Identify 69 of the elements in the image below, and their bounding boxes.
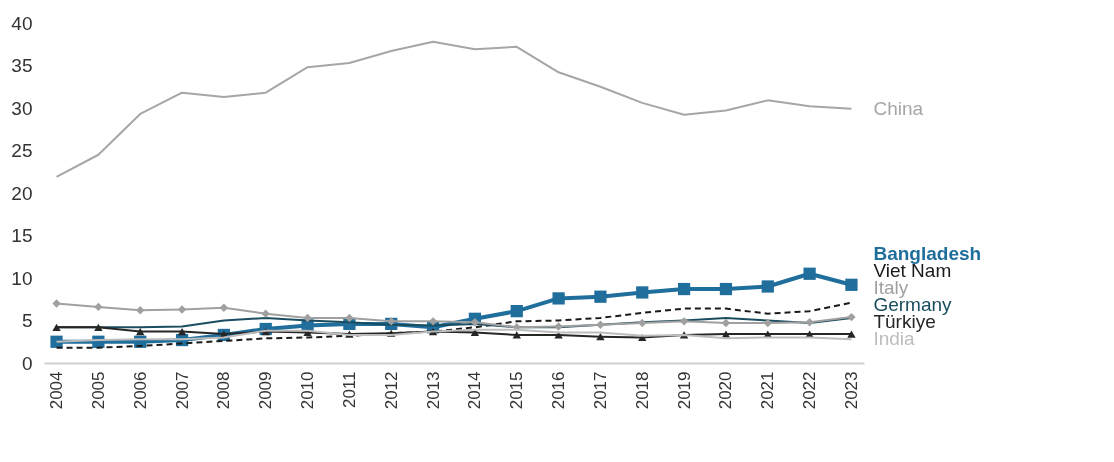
point [94, 302, 103, 312]
point [761, 280, 774, 293]
y-tick-label: 20 [11, 182, 33, 204]
point [387, 317, 396, 326]
x-tick-label: 2010 [298, 371, 318, 410]
point [261, 309, 270, 318]
point [219, 303, 229, 312]
series-label: China [873, 97, 924, 119]
point [177, 305, 187, 314]
y-tick-label: 5 [21, 310, 33, 331]
x-tick-label: 2009 [256, 371, 276, 410]
y-tick-label: 15 [11, 225, 33, 246]
x-tick-label: 2005 [88, 371, 108, 410]
point [763, 318, 772, 328]
x-tick-label: 2013 [423, 371, 443, 410]
point [803, 267, 816, 280]
point [638, 318, 647, 328]
point [636, 286, 649, 299]
point [303, 313, 312, 323]
y-tick-label: 0 [21, 352, 33, 374]
point [470, 318, 480, 327]
point [554, 331, 563, 339]
x-tick-label: 2012 [381, 371, 401, 410]
point [52, 323, 61, 331]
point [594, 290, 607, 303]
point [596, 333, 605, 341]
series-label: Italy [873, 277, 909, 299]
point [345, 313, 354, 323]
point [552, 292, 565, 305]
point [677, 282, 691, 296]
point [847, 330, 856, 338]
point [470, 328, 480, 337]
x-tick-label: 2006 [130, 371, 150, 410]
point [845, 278, 858, 291]
x-tick-label: 2007 [172, 371, 192, 410]
y-tick-label: 10 [11, 267, 33, 289]
point [679, 317, 689, 326]
point [554, 322, 563, 331]
y-tick-label: 25 [11, 140, 33, 161]
point [177, 327, 187, 336]
x-tick-label: 2019 [674, 371, 694, 410]
x-tick-label: 2021 [758, 371, 778, 410]
point [136, 306, 145, 315]
y-tick-label: 40 [11, 12, 33, 34]
x-tick-label: 2020 [716, 371, 736, 410]
point [52, 299, 61, 308]
y-tick-label: 35 [11, 55, 33, 76]
point [428, 317, 438, 326]
x-tick-label: 2018 [632, 371, 652, 410]
point [596, 320, 605, 329]
x-tick-label: 2016 [549, 371, 569, 410]
x-tick-label: 2008 [214, 371, 234, 410]
point [719, 282, 733, 296]
x-tick-label: 2017 [590, 371, 610, 410]
point [847, 312, 856, 322]
point [512, 331, 521, 339]
x-tick-label: 2022 [800, 371, 820, 410]
point [805, 318, 814, 327]
x-tick-label: 2011 [339, 371, 359, 409]
x-tick-label: 2014 [465, 371, 485, 410]
point [510, 305, 523, 318]
point [94, 323, 103, 331]
line-series [55, 40, 853, 178]
y-tick-label: 30 [11, 97, 33, 119]
x-tick-label: 2023 [841, 371, 861, 410]
x-tick-label: 2004 [47, 371, 67, 410]
x-tick-label: 2015 [507, 371, 527, 410]
point [136, 327, 145, 336]
series-label: Bangladesh [873, 243, 982, 265]
